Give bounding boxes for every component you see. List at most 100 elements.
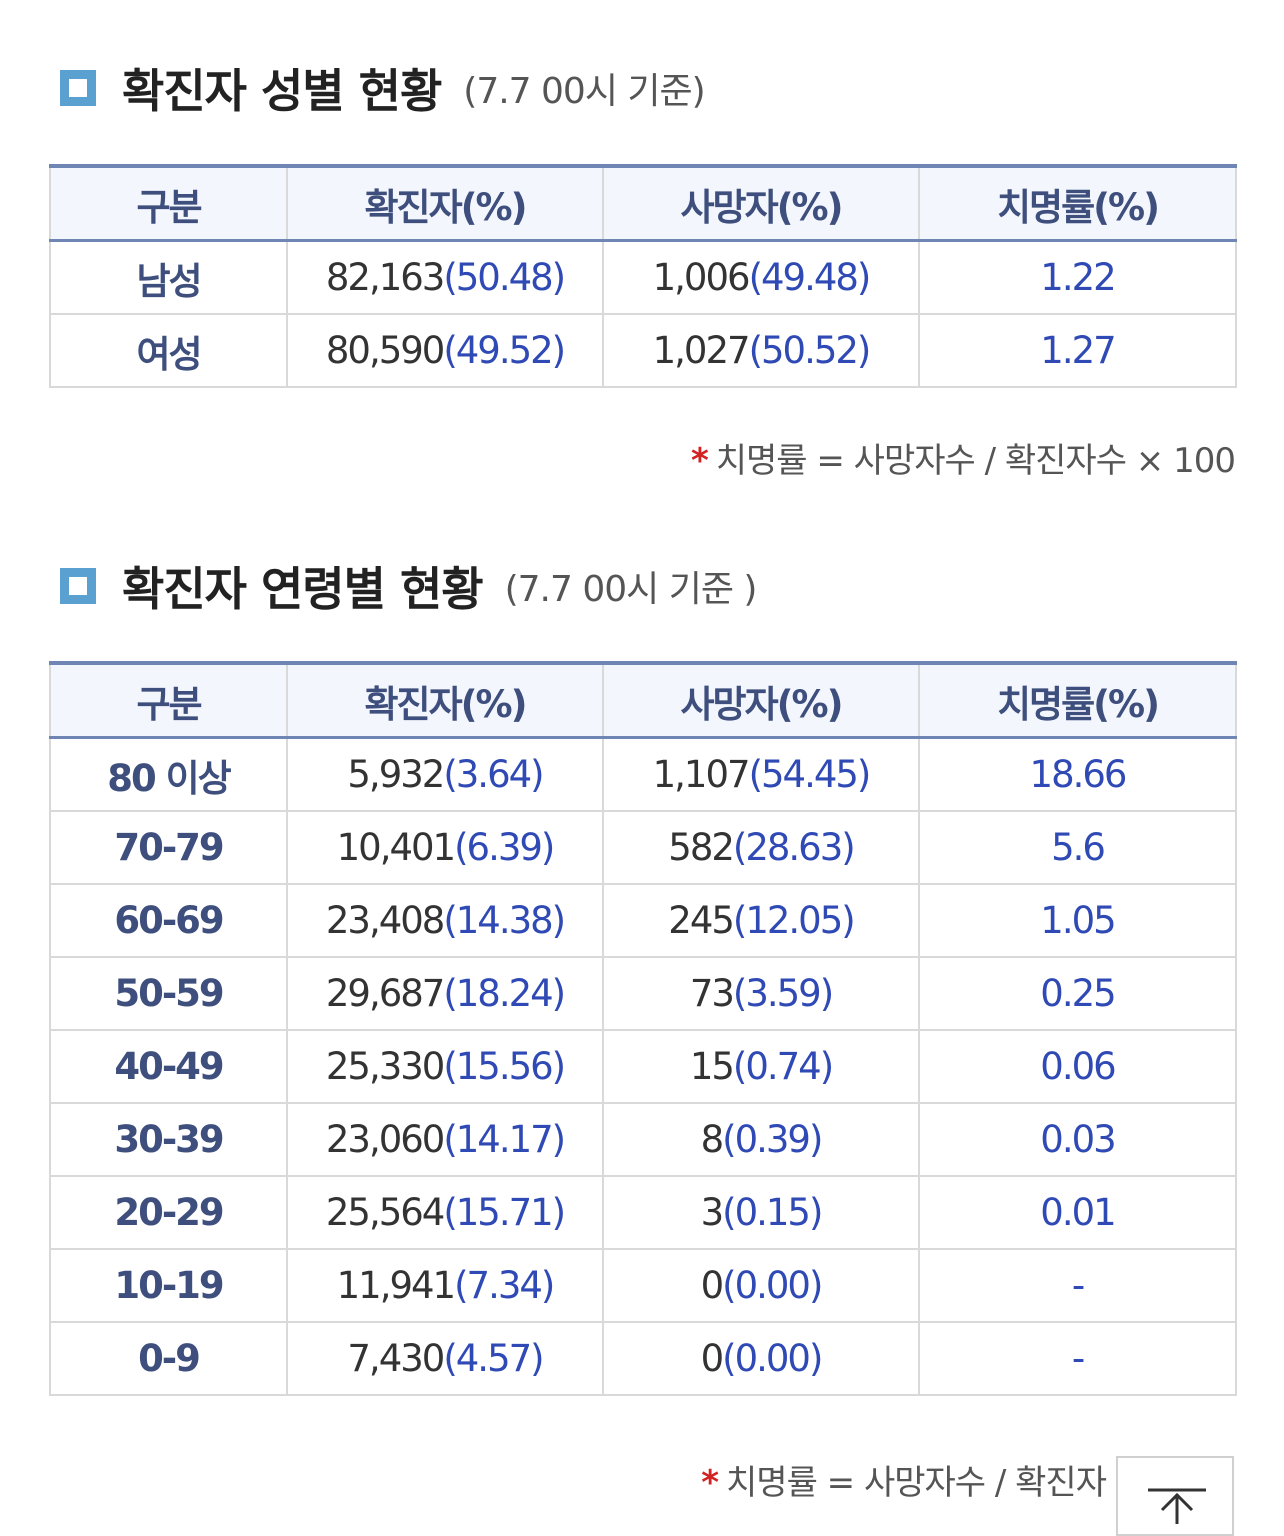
header-confirmed: 확진자(%) bbox=[286, 165, 604, 242]
confirmed-count: 5,932 bbox=[347, 753, 445, 796]
fatality-rate-cell: 1.22 bbox=[918, 239, 1237, 315]
fatality-rate-cell: - bbox=[918, 1248, 1237, 1323]
deaths-count: 0 bbox=[700, 1337, 725, 1380]
confirmed-cell: 7,430(4.57) bbox=[286, 1321, 604, 1396]
confirmed-percent: (7.34) bbox=[454, 1264, 555, 1307]
confirmed-percent: (14.17) bbox=[443, 1118, 566, 1161]
fatality-rate-cell: 0.06 bbox=[918, 1029, 1237, 1104]
table-row: 80 이상 5,932(3.64) 1,107(54.45) 18.66 bbox=[49, 736, 1237, 812]
row-label: 80 이상 bbox=[49, 736, 288, 812]
gender-section-title: 확진자 성별 현황 (7.7 00시 기준) bbox=[60, 58, 706, 118]
confirmed-cell: 25,564(15.71) bbox=[286, 1175, 604, 1250]
age-title-text: 확진자 연령별 현황 bbox=[122, 562, 484, 616]
gender-title-text: 확진자 성별 현황 bbox=[122, 64, 442, 118]
deaths-percent: (28.63) bbox=[732, 826, 856, 869]
confirmed-count: 29,687 bbox=[325, 972, 445, 1015]
row-label: 70-79 bbox=[49, 810, 288, 885]
deaths-cell: 582(28.63) bbox=[602, 810, 920, 885]
deaths-percent: (0.00) bbox=[722, 1337, 823, 1380]
confirmed-count: 10,401 bbox=[336, 826, 456, 869]
fatality-rate-cell: - bbox=[918, 1321, 1237, 1396]
confirmed-count: 11,941 bbox=[336, 1264, 456, 1307]
confirmed-cell: 23,060(14.17) bbox=[286, 1102, 604, 1177]
confirmed-cell: 82,163(50.48) bbox=[286, 239, 604, 315]
deaths-percent: (0.74) bbox=[732, 1045, 834, 1088]
confirmed-count: 7,430 bbox=[347, 1337, 445, 1380]
square-bullet-icon bbox=[60, 568, 96, 604]
deaths-count: 8 bbox=[700, 1118, 725, 1161]
deaths-count: 15 bbox=[689, 1045, 735, 1088]
confirmed-percent: (50.48) bbox=[443, 256, 566, 299]
confirmed-percent: (3.64) bbox=[443, 753, 544, 796]
confirmed-count: 80,590 bbox=[325, 329, 445, 372]
fatality-rate-cell: 1.05 bbox=[918, 883, 1237, 958]
confirmed-cell: 5,932(3.64) bbox=[286, 736, 604, 812]
confirmed-count: 23,060 bbox=[325, 1118, 445, 1161]
deaths-percent: (3.59) bbox=[732, 972, 834, 1015]
confirmed-percent: (15.56) bbox=[443, 1045, 566, 1088]
confirmed-percent: (18.24) bbox=[443, 972, 566, 1015]
row-label: 여성 bbox=[49, 313, 288, 388]
deaths-percent: (0.15) bbox=[722, 1191, 823, 1234]
table-row: 30-39 23,060(14.17) 8(0.39) 0.03 bbox=[49, 1102, 1237, 1177]
deaths-count: 245 bbox=[668, 899, 735, 942]
deaths-percent: (50.52) bbox=[748, 329, 872, 372]
deaths-cell: 1,027(50.52) bbox=[602, 313, 920, 388]
header-deaths: 사망자(%) bbox=[602, 165, 920, 242]
fatality-rate-cell: 5.6 bbox=[918, 810, 1237, 885]
deaths-count: 73 bbox=[689, 972, 735, 1015]
deaths-count: 1,006 bbox=[652, 256, 751, 299]
age-section-title: 확진자 연령별 현황 (7.7 00시 기준 ) bbox=[60, 556, 757, 616]
deaths-cell: 15(0.74) bbox=[602, 1029, 920, 1104]
fatality-rate-cell: 0.25 bbox=[918, 956, 1237, 1031]
deaths-count: 3 bbox=[700, 1191, 725, 1234]
row-label: 40-49 bbox=[49, 1029, 288, 1104]
confirmed-percent: (49.52) bbox=[443, 329, 566, 372]
header-fatality: 치명률(%) bbox=[918, 662, 1237, 739]
deaths-percent: (54.45) bbox=[748, 753, 872, 796]
header-category: 구분 bbox=[49, 662, 288, 739]
square-bullet-icon bbox=[60, 70, 96, 106]
confirmed-cell: 23,408(14.38) bbox=[286, 883, 604, 958]
deaths-cell: 3(0.15) bbox=[602, 1175, 920, 1250]
confirmed-cell: 10,401(6.39) bbox=[286, 810, 604, 885]
confirmed-count: 25,564 bbox=[325, 1191, 445, 1234]
gender-fatality-note: * 치명률 = 사망자수 / 확진자수 × 100 bbox=[691, 433, 1236, 482]
deaths-cell: 0(0.00) bbox=[602, 1321, 920, 1396]
fatality-rate-cell: 0.03 bbox=[918, 1102, 1237, 1177]
deaths-cell: 245(12.05) bbox=[602, 883, 920, 958]
table-row: 남성 82,163(50.48) 1,006(49.48) 1.22 bbox=[49, 239, 1237, 315]
arrow-up-icon bbox=[1148, 1488, 1206, 1524]
deaths-count: 0 bbox=[700, 1264, 725, 1307]
table-row: 70-79 10,401(6.39) 582(28.63) 5.6 bbox=[49, 810, 1237, 885]
header-deaths: 사망자(%) bbox=[602, 662, 920, 739]
deaths-cell: 1,107(54.45) bbox=[602, 736, 920, 812]
table-header-row: 구분 확진자(%) 사망자(%) 치명률(%) bbox=[49, 662, 1237, 739]
header-fatality: 치명률(%) bbox=[918, 165, 1237, 242]
confirmed-cell: 25,330(15.56) bbox=[286, 1029, 604, 1104]
table-row: 0-9 7,430(4.57) 0(0.00) - bbox=[49, 1321, 1237, 1396]
deaths-percent: (49.48) bbox=[748, 256, 872, 299]
row-label: 60-69 bbox=[49, 883, 288, 958]
note-text: 치명률 = 사망자수 / 확진자수 × 100 bbox=[715, 441, 1236, 481]
confirmed-cell: 80,590(49.52) bbox=[286, 313, 604, 388]
confirmed-cell: 11,941(7.34) bbox=[286, 1248, 604, 1323]
row-label: 남성 bbox=[49, 239, 288, 315]
row-label: 0-9 bbox=[49, 1321, 288, 1396]
confirmed-percent: (15.71) bbox=[443, 1191, 566, 1234]
row-label: 30-39 bbox=[49, 1102, 288, 1177]
deaths-cell: 0(0.00) bbox=[602, 1248, 920, 1323]
deaths-cell: 8(0.39) bbox=[602, 1102, 920, 1177]
confirmed-cell: 29,687(18.24) bbox=[286, 956, 604, 1031]
confirmed-count: 25,330 bbox=[325, 1045, 445, 1088]
confirmed-count: 82,163 bbox=[325, 256, 445, 299]
gender-stats-table: 구분 확진자(%) 사망자(%) 치명률(%) 남성 82,163(50.48) 1… bbox=[49, 164, 1237, 388]
scroll-to-top-button[interactable] bbox=[1116, 1456, 1234, 1536]
table-row: 10-19 11,941(7.34) 0(0.00) - bbox=[49, 1248, 1237, 1323]
fatality-rate-cell: 1.27 bbox=[918, 313, 1237, 388]
age-stats-table: 구분 확진자(%) 사망자(%) 치명률(%) 80 이상 5,932(3.64)… bbox=[49, 661, 1237, 1396]
fatality-rate-cell: 0.01 bbox=[918, 1175, 1237, 1250]
confirmed-count: 23,408 bbox=[325, 899, 445, 942]
row-label: 20-29 bbox=[49, 1175, 288, 1250]
deaths-percent: (12.05) bbox=[732, 899, 856, 942]
